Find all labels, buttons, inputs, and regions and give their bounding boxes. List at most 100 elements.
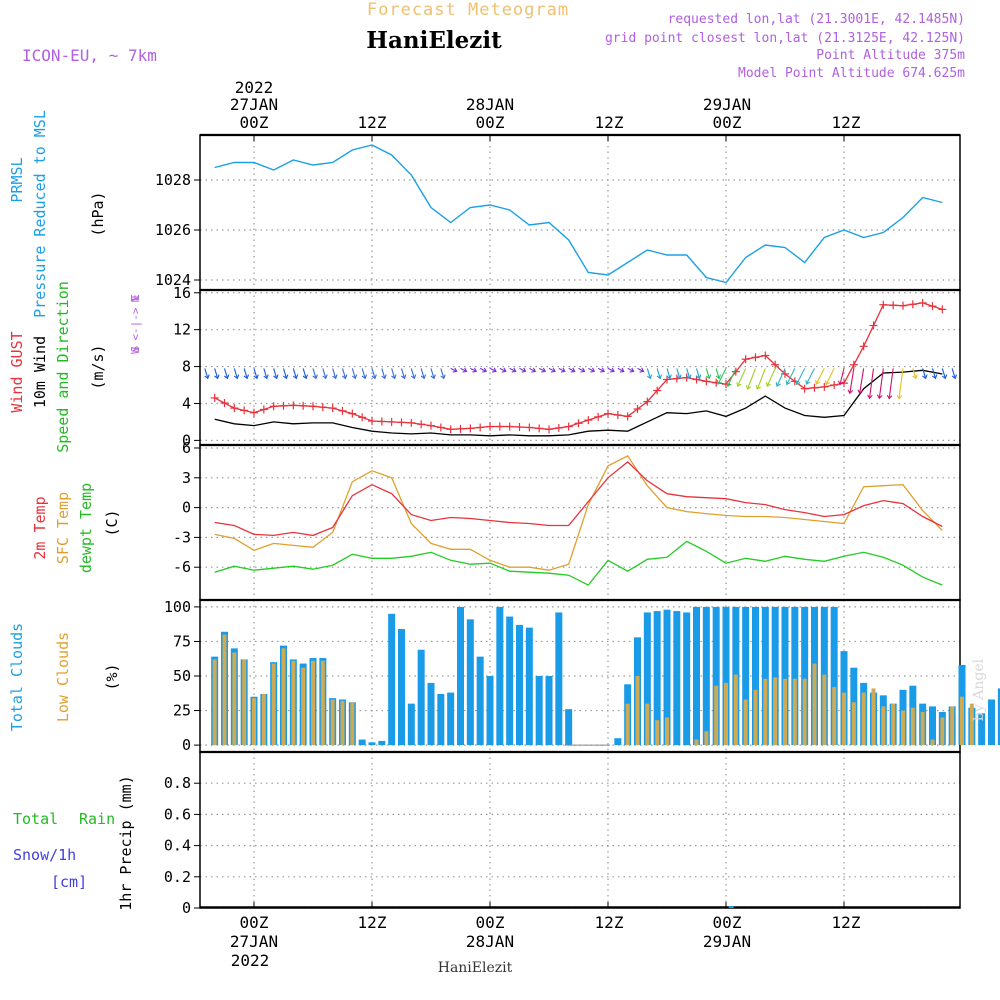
- credit-watermark: by Angel: [971, 658, 987, 721]
- wind-arrow-head: [922, 374, 928, 380]
- wind-arrow-shaft: [529, 367, 536, 372]
- low-cloud-bar: [645, 703, 650, 746]
- pressure-label-2: Pressure Reduced to MSL: [31, 110, 49, 318]
- wind-arrow-head: [371, 374, 377, 380]
- wind-arrow-shaft: [656, 368, 661, 379]
- wind-arrow-shaft: [341, 368, 347, 379]
- wind-direction-arrow: [715, 368, 722, 380]
- total-cloud-bar: [614, 738, 622, 746]
- wind-arrow-head: [273, 374, 279, 380]
- gust-marker: [741, 355, 750, 364]
- wind-direction-arrow: [440, 368, 446, 380]
- wind-arrow-shaft: [756, 368, 766, 390]
- wind-arrow-head: [580, 367, 586, 373]
- cloud-unit: (%): [103, 663, 121, 690]
- wind-arrow-head: [815, 379, 821, 385]
- wind-direction-arrow: [876, 368, 884, 400]
- compass-s: S: [129, 346, 142, 353]
- temp-tick-label: -3: [173, 528, 191, 546]
- total-cloud-bar: [476, 656, 484, 746]
- wind-direction-arrow: [273, 368, 279, 380]
- wind-arrow-head: [824, 380, 830, 386]
- gust-marker: [790, 377, 799, 386]
- wind-direction-arrow: [381, 368, 387, 380]
- bottom-date-28jan: 28JAN: [466, 932, 514, 951]
- wind-direction-arrow: [736, 368, 747, 387]
- wind-arrow-head: [243, 374, 250, 380]
- total-cloud-bar: [427, 682, 435, 746]
- gust-marker: [535, 424, 544, 433]
- pressure-label-1: PRMSL: [8, 157, 26, 202]
- total-cloud-bar: [722, 606, 730, 746]
- wind-arrow-shaft: [786, 368, 796, 385]
- wind-direction-arrow: [951, 368, 958, 380]
- total-cloud-bar: [801, 606, 809, 746]
- compass-we: W <-|-> E: [129, 294, 142, 354]
- total-cloud-bar: [673, 611, 681, 746]
- total-cloud-bar: [398, 629, 405, 746]
- wind-direction-arrow: [815, 368, 825, 385]
- wind-direction-arrow: [745, 368, 757, 390]
- total-cloud-bar: [771, 606, 779, 746]
- gust-marker: [800, 384, 809, 393]
- low-cloud-bar: [861, 692, 866, 746]
- gust-marker: [358, 413, 367, 422]
- wind-arrow-shaft: [253, 368, 258, 379]
- low-cloud-bar: [271, 663, 276, 746]
- gust-marker: [505, 422, 514, 431]
- wind-arrow-head: [837, 380, 844, 386]
- total-cloud-bar: [702, 606, 710, 746]
- wind-direction-arrow: [223, 368, 230, 380]
- wind-direction-arrow: [233, 368, 240, 380]
- gust-marker: [279, 401, 288, 410]
- wind-arrow-head: [941, 374, 948, 380]
- wind-arrow-shaft: [766, 368, 776, 387]
- wind-arrow-head: [391, 374, 397, 380]
- total-cloud-bar: [781, 606, 789, 746]
- low-cloud-bar: [625, 703, 630, 746]
- wind-arrow-shaft: [233, 368, 238, 379]
- wind-direction-arrow: [847, 368, 855, 395]
- wind-arrow-head: [541, 367, 547, 373]
- wind-direction-arrow: [637, 367, 645, 373]
- wind-arrow-head: [462, 367, 468, 373]
- wind-direction-arrow: [676, 368, 682, 380]
- wind-direction-arrow: [263, 368, 269, 380]
- low-cloud-bar: [743, 699, 748, 746]
- wind-direction-arrow: [805, 368, 815, 385]
- gust-marker: [427, 421, 435, 430]
- temp-frame: [199, 444, 961, 601]
- wind-arrow-shaft: [450, 367, 457, 372]
- wind-arrow-shaft: [519, 367, 526, 372]
- wind-arrow-shaft: [931, 368, 937, 379]
- wind-arrow-shaft: [273, 368, 278, 379]
- total-cloud-bar: [378, 740, 386, 746]
- wind-arrow-head: [351, 374, 358, 380]
- wind-arrow-head: [410, 374, 417, 380]
- wind-direction-arrow: [775, 368, 786, 387]
- wind-frame: [199, 289, 961, 446]
- wind-direction-arrow: [519, 367, 527, 373]
- wind-arrow-head: [570, 367, 576, 373]
- bottom-date-29jan: 29JAN: [703, 932, 751, 951]
- gust-marker: [436, 423, 445, 432]
- wind-arrow-shaft: [420, 368, 425, 379]
- wind-arrow-shaft: [588, 367, 595, 372]
- wind-arrow-head: [656, 374, 663, 380]
- low-cloud-bar: [320, 660, 325, 746]
- wind-arrow-head: [292, 374, 299, 380]
- wind-arrow-head: [430, 374, 436, 380]
- wind-arrow-shaft: [922, 368, 927, 379]
- wind-arrow-head: [233, 374, 240, 380]
- wind-arrow-head: [560, 367, 566, 373]
- gust-marker: [702, 377, 711, 386]
- wind-arrow-head: [302, 374, 309, 380]
- wind-arrow-shaft: [637, 367, 644, 372]
- wind-direction-arrow: [509, 367, 517, 373]
- temp-tick-label: 0: [182, 499, 191, 517]
- top-hour-2: 00Z: [476, 113, 505, 132]
- low-cloud-bar: [901, 710, 905, 746]
- wind-arrow-shaft: [878, 368, 884, 399]
- wind-arrow-head: [639, 367, 645, 373]
- gust-marker: [515, 423, 524, 432]
